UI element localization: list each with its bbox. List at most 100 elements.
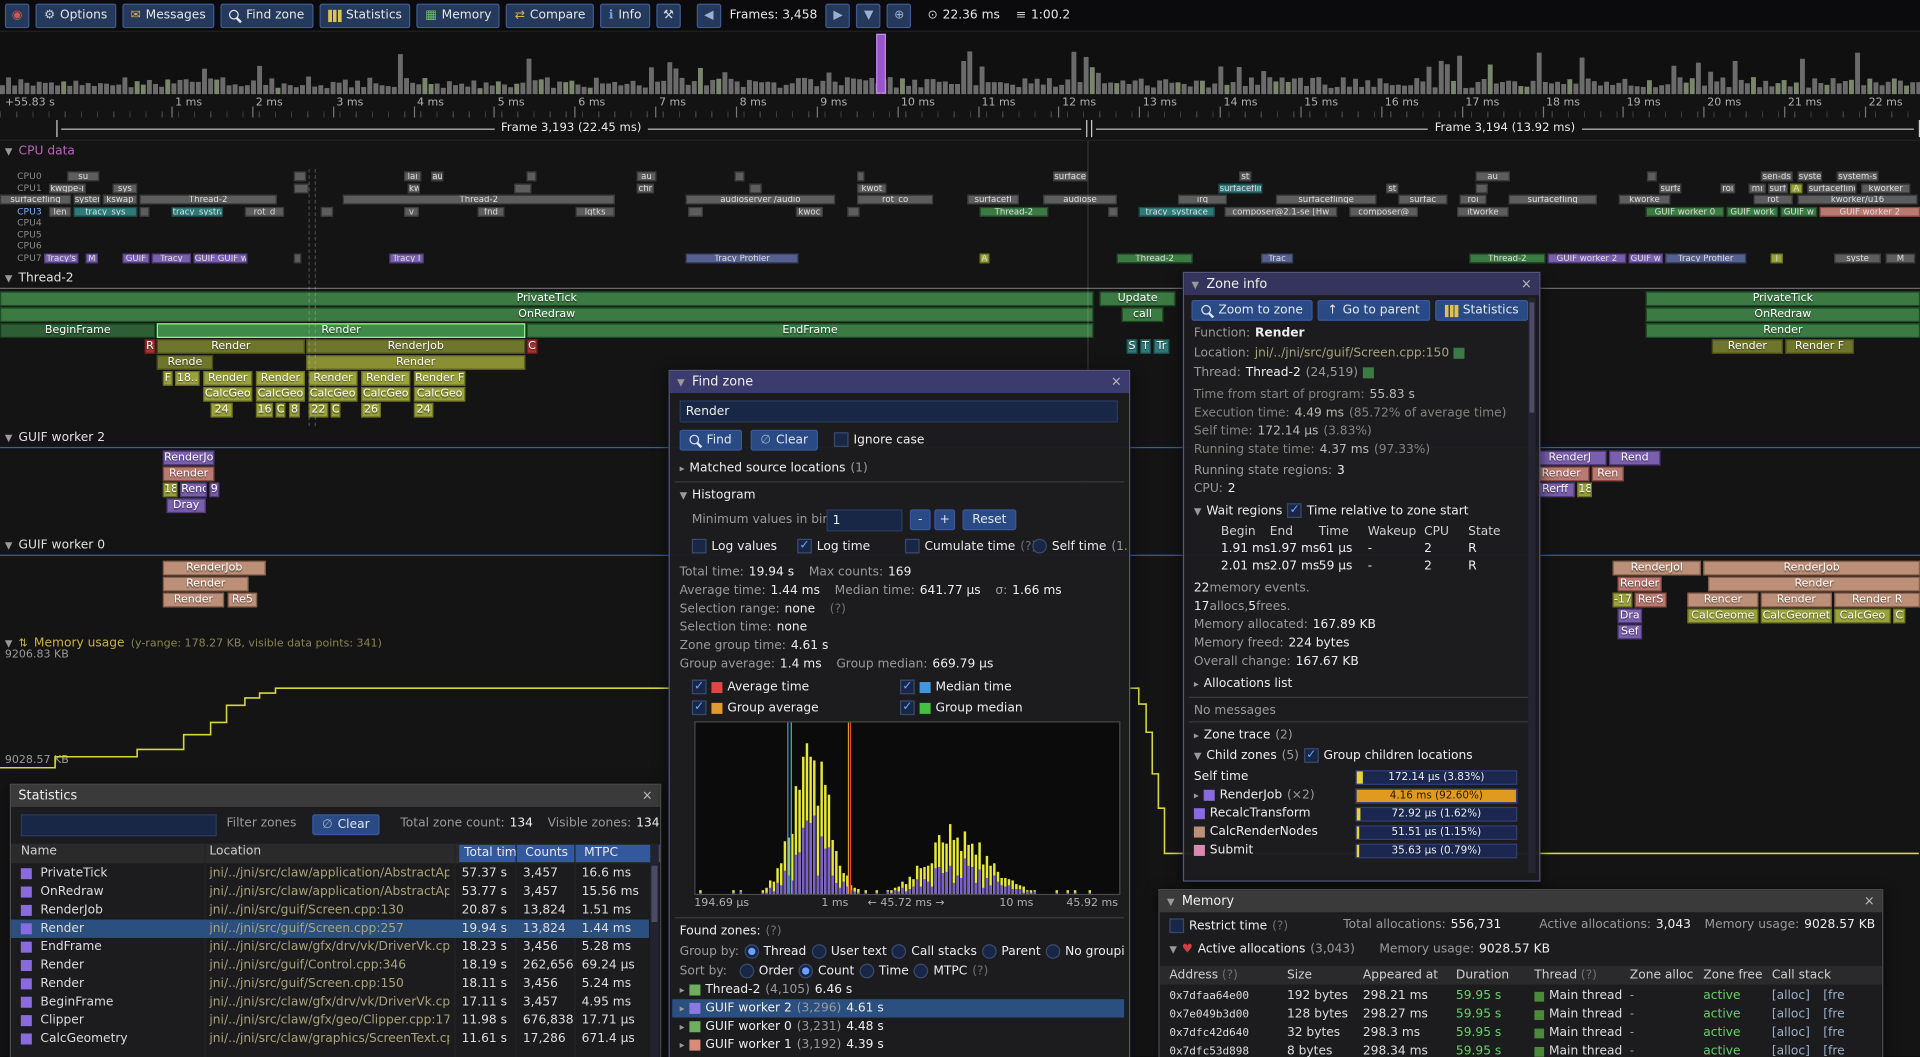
callstack-alloc-link[interactable]: [alloc] bbox=[1771, 1007, 1810, 1022]
column-header-size[interactable]: Size bbox=[1287, 969, 1312, 982]
zone[interactable]: Render bbox=[1645, 323, 1920, 338]
wait-column-cpu[interactable]: CPU bbox=[1424, 525, 1450, 539]
zone[interactable]: CalcGeo bbox=[203, 386, 253, 402]
power-button[interactable]: ◉ bbox=[4, 3, 30, 28]
zone-info-window-titlebar[interactable]: ▼ Zone info × bbox=[1184, 273, 1540, 296]
cpu-zone[interactable]: au bbox=[1475, 171, 1510, 182]
cpu-zone[interactable]: tracy_sys bbox=[73, 206, 138, 217]
statistics-button[interactable]: Statistics bbox=[319, 3, 411, 28]
cpu-zone[interactable]: composer@ bbox=[1349, 206, 1418, 217]
column-header-appeared-at[interactable]: Appeared at bbox=[1363, 969, 1438, 982]
search-input[interactable]: Render bbox=[679, 400, 1118, 423]
zone[interactable]: RenderJ bbox=[1533, 450, 1607, 466]
zone[interactable]: EndFrame bbox=[526, 323, 1094, 338]
stats-row[interactable]: PrivateTick jni/../jni/src/claw/applicati… bbox=[11, 866, 660, 884]
wait-column-begin[interactable]: Begin bbox=[1220, 525, 1256, 539]
cpu-zone[interactable]: sys bbox=[112, 183, 138, 193]
cpu-zone[interactable]: rot_co bbox=[857, 194, 934, 205]
cpu-zone[interactable] bbox=[293, 171, 307, 182]
collapse-icon[interactable]: ▼ bbox=[1166, 895, 1175, 907]
column-header-call-stack[interactable]: Call stack bbox=[1772, 969, 1831, 982]
column-header-mtpc[interactable]: MTPC bbox=[579, 844, 661, 863]
statistics-button[interactable]: Statistics bbox=[1434, 300, 1529, 321]
expand-icon[interactable]: ▸ bbox=[1193, 729, 1199, 741]
cpu-zone[interactable]: GUIF bbox=[122, 252, 150, 263]
zone[interactable]: Render bbox=[255, 371, 305, 386]
zone[interactable]: 24 bbox=[413, 402, 434, 418]
cpu-zone[interactable]: A bbox=[979, 252, 990, 263]
cpu-zone[interactable]: syste bbox=[1834, 252, 1881, 263]
stats-row[interactable]: Clipper jni/../jni/src/claw/gfx/geo/Clipp… bbox=[11, 1013, 660, 1031]
zone[interactable]: RenderJob bbox=[1703, 560, 1920, 576]
clear-filter-button[interactable]: ∅ Clear bbox=[312, 814, 380, 836]
column-header-zone-free[interactable]: Zone free bbox=[1703, 969, 1762, 982]
zone[interactable]: CalcGeomet bbox=[1760, 608, 1832, 624]
matched-sources-row[interactable]: ▸ Matched source locations (1) bbox=[680, 462, 868, 475]
min-bin-input[interactable]: 1 bbox=[826, 509, 903, 532]
cpu-zone[interactable] bbox=[514, 183, 532, 193]
zone[interactable]: RenderJol bbox=[162, 450, 215, 466]
column-header-zone-alloc[interactable]: Zone alloc bbox=[1630, 969, 1694, 982]
cpu-zone[interactable]: kswap bbox=[102, 194, 138, 205]
stats-row[interactable]: RenderJob jni/../jni/src/guif/Screen.cpp:… bbox=[11, 902, 660, 920]
close-icon[interactable]: × bbox=[1863, 893, 1875, 909]
zone[interactable]: 18.. bbox=[175, 371, 200, 386]
cpu-zone[interactable]: Tracy I bbox=[389, 252, 424, 263]
messages-button[interactable]: ✉ Messages bbox=[121, 3, 215, 28]
zone[interactable]: Render bbox=[203, 371, 253, 386]
legend-checkbox[interactable]: ✓ bbox=[691, 679, 707, 695]
cpu-zone[interactable] bbox=[293, 252, 302, 263]
cpu-zone[interactable]: kworker bbox=[1861, 183, 1911, 193]
zone[interactable]: OnRedraw bbox=[1645, 307, 1920, 323]
go-to-frame-button[interactable]: ▼ bbox=[856, 3, 881, 28]
zone[interactable]: Render bbox=[1711, 339, 1783, 354]
wait-column-end[interactable]: End bbox=[1269, 525, 1294, 539]
cpu-zone[interactable]: surfac bbox=[1398, 194, 1448, 205]
callstack-free-link[interactable]: [fre bbox=[1823, 1044, 1845, 1057]
cpu-zone[interactable]: composer@2.1-se [Hw bbox=[1224, 206, 1338, 217]
zone[interactable]: CalcGeo bbox=[413, 386, 466, 402]
expand-icon[interactable]: ▸ bbox=[1193, 678, 1199, 690]
options-button[interactable]: ⚙ Options bbox=[35, 3, 116, 28]
cpu-zone[interactable]: I bbox=[1770, 252, 1783, 263]
cpu-zone[interactable]: GUIF worker 0 bbox=[1645, 206, 1725, 217]
legend-checkbox[interactable]: ✓ bbox=[900, 679, 915, 695]
cpu-zone[interactable]: kwoc bbox=[795, 206, 823, 217]
found-group-row[interactable]: ▸ Thread-2 (4,105) 6.46 s bbox=[680, 983, 853, 996]
zone[interactable]: Update bbox=[1099, 291, 1176, 307]
sortby-mtpc[interactable] bbox=[913, 963, 929, 979]
groupby-call-stacks[interactable] bbox=[891, 944, 907, 959]
thread-header[interactable]: ▼ Thread-2 bbox=[5, 272, 74, 285]
cpu-zone[interactable]: au bbox=[636, 171, 657, 182]
cpu-zone[interactable]: mi bbox=[1748, 183, 1766, 193]
groupby-no-groupi[interactable] bbox=[1045, 944, 1061, 959]
wait-column-time[interactable]: Time bbox=[1318, 525, 1349, 539]
cpu-zone[interactable]: GUIF w bbox=[1628, 252, 1663, 263]
cpu-zone[interactable]: audioserver /audio bbox=[685, 194, 836, 205]
clear-button[interactable]: ∅ Clear bbox=[750, 429, 818, 451]
zone[interactable]: 26 bbox=[361, 402, 381, 418]
zone[interactable]: Render bbox=[1533, 466, 1590, 482]
collapse-icon[interactable]: ▼ bbox=[1169, 944, 1177, 956]
memory-window-titlebar[interactable]: ▼ Memory × bbox=[1159, 890, 1883, 913]
zone[interactable]: 24 bbox=[210, 402, 233, 418]
groupby-thread[interactable] bbox=[743, 944, 759, 959]
column-header-address[interactable]: Address (?) bbox=[1169, 969, 1238, 982]
zone[interactable]: CalcGeo bbox=[1834, 608, 1891, 624]
memory-button[interactable]: ▦ Memory bbox=[416, 3, 501, 28]
child-zones-header[interactable]: ▼ Child zones (5) ✓ Group children locations bbox=[1194, 748, 1473, 763]
cpu-zone[interactable] bbox=[749, 183, 762, 193]
zone[interactable]: Render F bbox=[413, 371, 466, 386]
zone[interactable]: PrivateTick bbox=[0, 291, 1094, 307]
collapse-icon[interactable]: ▼ bbox=[677, 376, 685, 388]
legend-checkbox[interactable]: ✓ bbox=[900, 700, 915, 716]
zone[interactable]: 18 bbox=[1577, 482, 1592, 498]
collapse-icon[interactable]: ▼ bbox=[679, 489, 688, 501]
cpu-zone[interactable]: Trac bbox=[1261, 252, 1294, 263]
cpu-zone[interactable] bbox=[320, 206, 334, 217]
prev-frame-button[interactable]: ◀ bbox=[696, 3, 722, 28]
cumulate-time-checkbox[interactable] bbox=[904, 538, 920, 554]
zone[interactable]: Render bbox=[156, 323, 526, 338]
zone[interactable]: 18 bbox=[162, 482, 178, 498]
cpu-zone[interactable]: su bbox=[67, 171, 100, 182]
